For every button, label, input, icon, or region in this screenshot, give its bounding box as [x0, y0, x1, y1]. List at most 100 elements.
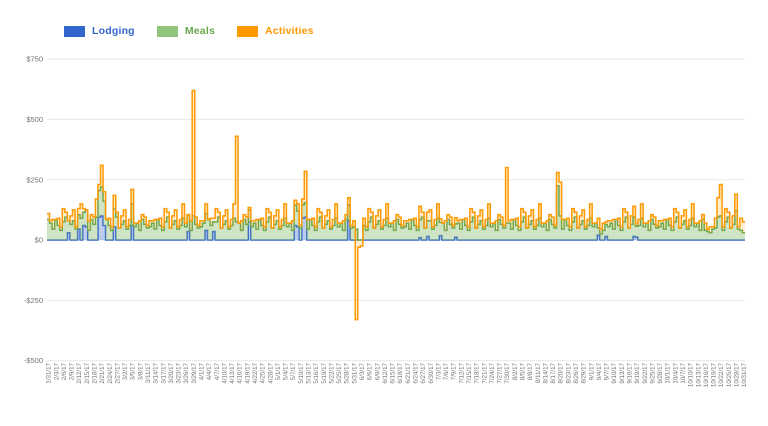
x-axis-tick-label: 6/9/17 [374, 362, 381, 380]
x-axis-tick-label: 5/10/17 [298, 362, 305, 383]
x-axis-tick-label: 4/13/17 [229, 362, 236, 383]
x-axis-tick-label: 1/31/17 [46, 362, 53, 383]
x-axis-tick-label: 5/19/17 [321, 362, 328, 383]
y-axis-tick-label: $250 [26, 175, 43, 184]
x-axis-tick-label: 4/10/17 [221, 362, 228, 383]
x-axis-tick-label: 2/9/17 [69, 362, 76, 380]
legend-label-activities: Activities [265, 25, 314, 37]
x-axis-tick-label: 9/16/17 [626, 362, 633, 383]
x-axis-tick-label: 5/13/17 [306, 362, 313, 383]
x-axis-tick-label: 7/21/17 [481, 362, 488, 383]
x-axis-tick-label: 9/4/17 [596, 362, 603, 380]
y-axis-tick-label: -$250 [24, 296, 43, 305]
x-axis-tick-label: 7/18/17 [474, 362, 481, 383]
x-axis-tick-label: 6/21/17 [405, 362, 412, 383]
x-axis-tick-label: 10/4/17 [672, 362, 679, 383]
lodging-swatch-icon [64, 25, 85, 37]
x-axis-tick-label: 5/28/17 [344, 362, 351, 383]
x-axis-tick-label: 5/4/17 [283, 362, 290, 380]
x-axis-tick-label: 8/8/17 [527, 362, 534, 380]
legend-label-meals: Meals [184, 25, 215, 37]
x-axis-tick-label: 6/15/17 [390, 362, 397, 383]
x-axis-tick-label: 3/29/17 [191, 362, 198, 383]
x-axis-tick-label: 8/5/17 [519, 362, 526, 380]
x-axis-tick-label: 5/16/17 [313, 362, 320, 383]
x-axis-tick-label: 10/13/17 [695, 362, 702, 387]
legend-item-activities[interactable]: Activities [237, 25, 314, 37]
x-axis-tick-label: 3/8/17 [137, 362, 144, 380]
x-axis-tick-label: 10/31/17 [741, 362, 748, 387]
x-axis-tick-label: 7/30/17 [504, 362, 511, 383]
x-axis-tick-label: 10/7/17 [680, 362, 687, 383]
x-axis-tick-label: 9/1/17 [588, 362, 595, 380]
x-axis-tick-label: 9/22/17 [642, 362, 649, 383]
x-axis-tick-label: 10/28/17 [733, 362, 740, 387]
x-axis-tick-label: 6/27/17 [420, 362, 427, 383]
x-axis-tick-label: 7/6/17 [443, 362, 450, 380]
x-axis-tick-label: 3/26/17 [183, 362, 190, 383]
y-axis-tick-label: $0 [35, 236, 43, 245]
x-axis-tick-label: 3/23/17 [176, 362, 183, 383]
x-axis-tick-label: 10/22/17 [718, 362, 725, 387]
x-axis-tick-label: 8/29/17 [581, 362, 588, 383]
x-axis-tick-label: 4/16/17 [237, 362, 244, 383]
x-axis-tick-label: 7/24/17 [489, 362, 496, 383]
x-axis-tick-label: 2/15/17 [84, 362, 91, 383]
x-axis-tick-label: 4/1/17 [199, 362, 206, 380]
x-axis-tick-label: 4/22/17 [252, 362, 259, 383]
chart-legend: Lodging Meals Activities [64, 25, 314, 37]
x-axis-tick-label: 2/12/17 [76, 362, 83, 383]
x-axis-tick-label: 8/26/17 [573, 362, 580, 383]
x-axis-tick-label: 9/25/17 [649, 362, 656, 383]
x-axis-tick-label: 3/20/17 [168, 362, 175, 383]
x-axis-tick-label: 3/2/17 [122, 362, 129, 380]
x-axis-tick-label: 9/13/17 [619, 362, 626, 383]
x-axis-tick-label: 10/19/17 [711, 362, 718, 387]
y-axis-tick-label: $750 [26, 55, 43, 64]
x-axis-tick-label: 4/25/17 [260, 362, 267, 383]
x-axis-tick-label: 2/27/17 [114, 362, 121, 383]
x-axis-tick-label: 8/23/17 [565, 362, 572, 383]
x-axis-tick-label: 3/17/17 [160, 362, 167, 383]
x-axis-tick-label: 5/7/17 [290, 362, 297, 380]
x-axis-tick-label: 4/19/17 [244, 362, 251, 383]
x-axis-tick-label: 3/14/17 [153, 362, 160, 383]
x-axis-tick-label: 8/20/17 [558, 362, 565, 383]
x-axis-tick-label: 9/19/17 [634, 362, 641, 383]
x-axis-tick-label: 4/7/17 [214, 362, 221, 380]
x-axis-tick-label: 8/17/17 [550, 362, 557, 383]
x-axis-tick-label: 8/2/17 [512, 362, 519, 380]
x-axis-tick-label: 8/14/17 [542, 362, 549, 383]
x-axis-tick-label: 4/4/17 [206, 362, 213, 380]
legend-item-lodging[interactable]: Lodging [64, 25, 135, 37]
x-axis-tick-label: 2/24/17 [107, 362, 114, 383]
x-axis-tick-label: 5/1/17 [275, 362, 282, 380]
x-axis-tick-label: 7/12/17 [458, 362, 465, 383]
x-axis-tick-label: 6/30/17 [428, 362, 435, 383]
x-axis-tick-label: 5/22/17 [328, 362, 335, 383]
x-axis-tick-label: 6/6/17 [367, 362, 374, 380]
x-axis-tick-label: 9/28/17 [657, 362, 664, 383]
x-axis-tick-label: 2/6/17 [61, 362, 68, 380]
x-axis-tick-label: 10/10/17 [688, 362, 695, 387]
x-axis-tick-label: 6/3/17 [359, 362, 366, 380]
x-axis-tick-label: 9/10/17 [611, 362, 618, 383]
x-axis-tick-label: 3/5/17 [130, 362, 137, 380]
x-axis-tick-label: 10/16/17 [703, 362, 710, 387]
x-axis-tick-label: 5/25/17 [336, 362, 343, 383]
x-axis-tick-label: 2/3/17 [53, 362, 60, 380]
y-axis-tick-label: -$500 [24, 356, 43, 365]
x-axis-tick-label: 5/31/17 [351, 362, 358, 383]
series-line-lodging [47, 215, 745, 241]
x-axis-tick-label: 4/28/17 [267, 362, 274, 383]
legend-item-meals[interactable]: Meals [156, 25, 215, 37]
x-axis-tick-label: 2/18/17 [92, 362, 99, 383]
x-axis-tick-label: 7/9/17 [451, 362, 458, 380]
x-axis-tick-label: 10/25/17 [726, 362, 733, 387]
y-axis-tick-label: $500 [26, 115, 43, 124]
x-axis-tick-label: 2/21/17 [99, 362, 106, 383]
x-axis-tick-label: 3/11/17 [145, 362, 152, 383]
legend-label-lodging: Lodging [92, 25, 135, 37]
series-line-activities [47, 89, 745, 321]
